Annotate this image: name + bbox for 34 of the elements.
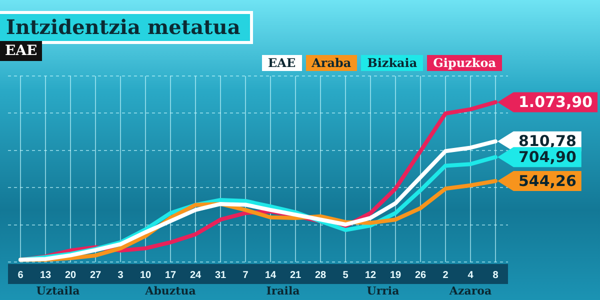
x-tick-label: 21 (290, 270, 302, 281)
x-tick-label: 10 (140, 270, 152, 281)
x-tick-label: 8 (492, 270, 499, 281)
text: EAE (262, 55, 302, 71)
data-label: 704,90 (518, 148, 576, 166)
x-tick-label: 31 (214, 270, 226, 281)
text: Bizkaia (361, 55, 424, 71)
x-tick-label: 28 (314, 270, 326, 281)
x-tick-label: 19 (390, 270, 402, 281)
x-tick-label: 4 (468, 270, 474, 281)
x-tick-label: 26 (414, 270, 426, 281)
data-label: 810,78 (518, 132, 576, 150)
text: Azaroa (448, 284, 492, 298)
text: Uztaila (36, 284, 80, 298)
x-tick-label: 2 (442, 270, 449, 281)
x-tick-label: 12 (364, 270, 376, 281)
x-tick-label: 20 (64, 270, 76, 281)
data-label: 544,26 (518, 172, 576, 190)
x-tick-label: 6 (18, 270, 24, 281)
data-label: 1.073,90 (518, 93, 593, 112)
x-tick-label: 5 (342, 270, 349, 281)
x-tick-label: 3 (118, 270, 124, 281)
x-tick-label: 7 (242, 270, 249, 281)
x-tick-label: 27 (90, 270, 102, 281)
text: Araba (306, 55, 358, 71)
chart-subtitle: EAE (0, 41, 42, 61)
text: Abuztua (144, 284, 196, 298)
x-tick-label: 17 (164, 270, 176, 281)
x-tick-label: 13 (40, 270, 52, 281)
text: Iraila (266, 284, 300, 298)
x-tick-label: 24 (190, 270, 202, 281)
text: Urria (366, 284, 400, 298)
text: Gipuzkoa (427, 55, 502, 71)
x-tick-label: 14 (264, 270, 276, 281)
